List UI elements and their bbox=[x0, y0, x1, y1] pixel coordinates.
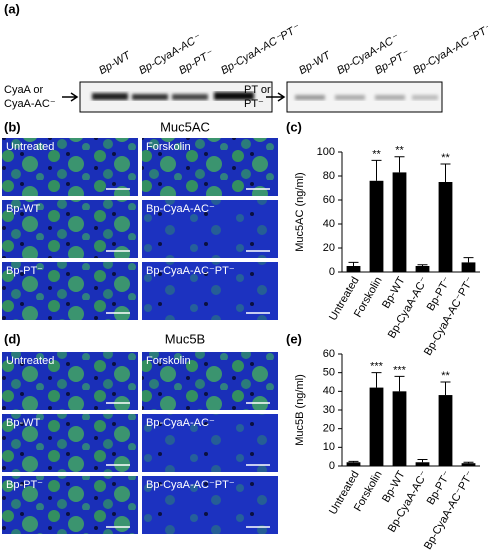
panel-title: Muc5AC bbox=[160, 119, 210, 134]
blot-bands bbox=[92, 92, 438, 100]
error-bar bbox=[394, 156, 405, 173]
lane-label: Bp-CyaA-AC⁻PT⁻ bbox=[411, 22, 488, 77]
y-tick-label: 0 bbox=[329, 266, 335, 278]
y-tick-label: 80 bbox=[323, 170, 335, 182]
bar bbox=[392, 172, 407, 272]
y-tick-label: 10 bbox=[323, 441, 335, 453]
y-tick-label: 100 bbox=[317, 146, 335, 158]
lane-label: Bp-CyaA-AC⁻PT⁻ bbox=[219, 22, 303, 77]
panel-label: (e) bbox=[286, 331, 302, 346]
micrograph bbox=[142, 414, 278, 472]
bar bbox=[392, 391, 407, 466]
y-tick-label: 0 bbox=[329, 460, 335, 472]
bar bbox=[369, 387, 384, 466]
y-axis-label: Muc5AC (ng/ml) bbox=[294, 172, 306, 251]
error-bar bbox=[463, 257, 474, 263]
micrograph bbox=[142, 476, 278, 534]
micrograph bbox=[142, 352, 278, 410]
image-label: Bp-CyaA-AC⁻ bbox=[146, 203, 215, 215]
bar bbox=[346, 266, 361, 272]
bar bbox=[438, 395, 453, 466]
band-label: PT⁻ bbox=[244, 98, 264, 110]
image-label: Untreated bbox=[6, 355, 54, 367]
significance: ** bbox=[441, 152, 450, 164]
micrograph bbox=[142, 200, 278, 258]
y-tick-label: 20 bbox=[323, 242, 335, 254]
panel-label: (b) bbox=[4, 119, 21, 134]
arrow bbox=[266, 92, 286, 102]
bar bbox=[461, 463, 476, 466]
panel-label: (a) bbox=[4, 1, 20, 16]
image-label: Bp-CyaA-AC⁻PT⁻ bbox=[146, 265, 235, 277]
error-bar bbox=[417, 458, 428, 463]
image-label: Forskolin bbox=[146, 141, 191, 153]
y-tick-label: 20 bbox=[323, 423, 335, 435]
lane-label: Bp-WT bbox=[97, 49, 134, 77]
micrograph bbox=[2, 262, 138, 320]
band-label: CyaA or bbox=[4, 84, 43, 96]
image-label: Forskolin bbox=[146, 355, 191, 367]
lane-label: Bp-WT bbox=[297, 49, 334, 77]
micrograph bbox=[2, 352, 138, 410]
y-axis-label: Muc5B (ng/ml) bbox=[294, 374, 306, 446]
y-tick-label: 60 bbox=[323, 348, 335, 360]
bar bbox=[415, 462, 430, 466]
micrograph bbox=[2, 200, 138, 258]
y-tick-label: 50 bbox=[323, 367, 335, 379]
image-label: Bp-PT⁻ bbox=[6, 479, 43, 491]
image-label: Bp-CyaA-AC⁻ bbox=[146, 417, 215, 429]
error-bar bbox=[348, 261, 359, 266]
error-bar bbox=[348, 460, 359, 463]
error-bar bbox=[440, 163, 451, 182]
y-tick-label: 30 bbox=[323, 404, 335, 416]
significance: ** bbox=[441, 370, 450, 382]
significance: ** bbox=[372, 148, 381, 160]
significance: *** bbox=[370, 361, 384, 373]
image-label: Bp-CyaA-AC⁻PT⁻ bbox=[146, 479, 235, 491]
error-bar bbox=[394, 375, 405, 392]
micrograph bbox=[2, 414, 138, 472]
y-tick-label: 40 bbox=[323, 385, 335, 397]
image-label: Bp-PT⁻ bbox=[6, 265, 43, 277]
bar bbox=[438, 182, 453, 272]
y-tick-label: 60 bbox=[323, 194, 335, 206]
micrograph bbox=[142, 262, 278, 320]
significance: *** bbox=[393, 364, 407, 376]
lane-label: Bp-CyaA-AC⁻ bbox=[335, 32, 402, 77]
micrograph bbox=[142, 138, 278, 196]
image-label: Bp-WT bbox=[6, 417, 41, 429]
micrograph bbox=[2, 138, 138, 196]
error-bar bbox=[440, 381, 451, 396]
bar bbox=[415, 266, 430, 272]
bar bbox=[346, 462, 361, 466]
error-bar bbox=[463, 461, 474, 464]
band-label: PT or bbox=[244, 84, 271, 96]
bar bbox=[461, 262, 476, 272]
panel-label: (d) bbox=[4, 331, 21, 346]
error-bar bbox=[371, 159, 382, 181]
band-label: CyaA-AC⁻ bbox=[4, 98, 56, 110]
y-tick-label: 40 bbox=[323, 218, 335, 230]
image-label: Untreated bbox=[6, 141, 54, 153]
error-bar bbox=[371, 372, 382, 388]
bar bbox=[369, 180, 384, 272]
image-label: Bp-WT bbox=[6, 203, 41, 215]
micrograph bbox=[2, 476, 138, 534]
panel-label: (c) bbox=[286, 119, 302, 134]
arrow bbox=[62, 92, 79, 102]
significance: ** bbox=[395, 145, 404, 157]
panel-title: Muc5B bbox=[165, 331, 205, 346]
error-bar bbox=[417, 264, 428, 266]
